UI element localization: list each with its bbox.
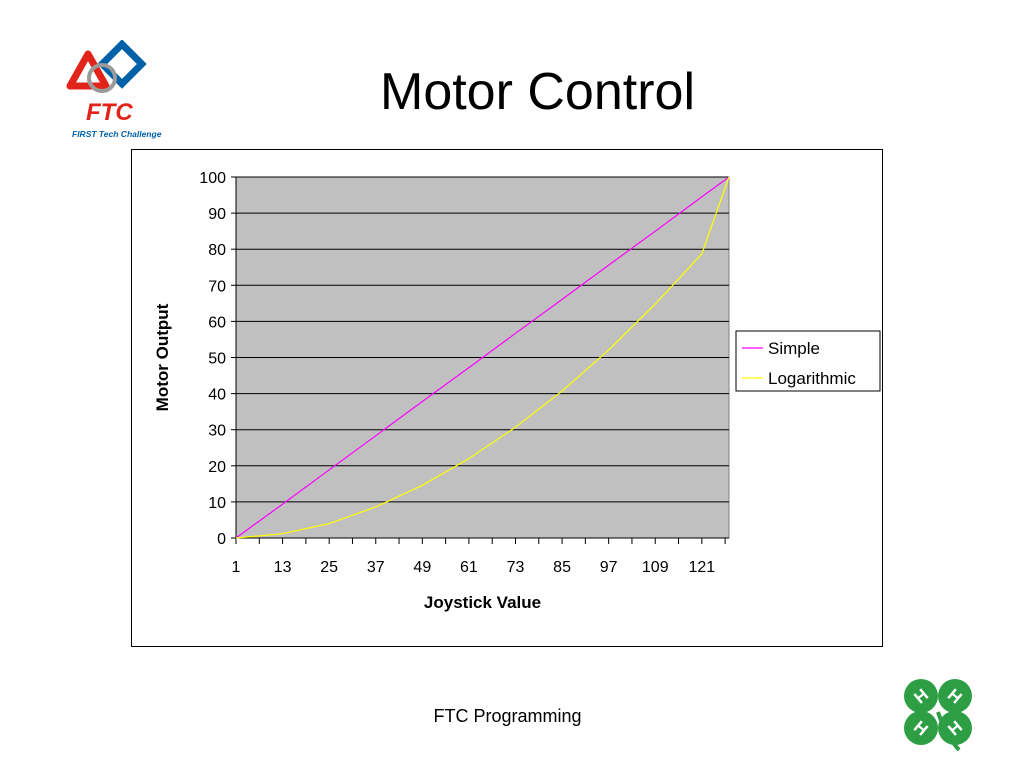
x-tick-label: 13	[274, 559, 292, 576]
x-axis-title: Joystick Value	[424, 593, 541, 612]
y-tick-label: 100	[199, 170, 226, 187]
y-tick-label: 70	[208, 278, 226, 295]
y-tick-label: 30	[208, 423, 226, 440]
logo-subtext: FIRST Tech Challenge	[72, 129, 162, 139]
x-tick-label: 73	[507, 559, 525, 576]
logo-square	[97, 40, 147, 89]
legend-box	[735, 330, 881, 392]
y-tick-label: 0	[217, 531, 226, 548]
x-tick-label: 121	[688, 559, 715, 576]
x-tick-label: 49	[413, 559, 431, 576]
logo-triangle	[66, 50, 110, 90]
series-line-logarithmic	[235, 176, 730, 539]
chart-frame: 0 10 20 30 40 50 60 70 80 90 100 1 13 25 37 49 61 73 85 97 1…	[131, 149, 883, 647]
series-line-simple	[235, 176, 730, 539]
y-tick-label: 60	[208, 314, 226, 331]
four-h-clover-logo: H H H H	[904, 679, 972, 752]
x-tick-label: 109	[642, 559, 669, 576]
x-tick-label: 25	[320, 559, 338, 576]
x-tick-label: 37	[367, 559, 385, 576]
y-tick-label: 20	[208, 459, 226, 476]
logo-circle	[87, 63, 117, 93]
legend-label-logarithmic: Logarithmic	[768, 369, 856, 388]
x-tick-label: 85	[553, 559, 571, 576]
ftc-logo: FTC FIRST Tech Challenge	[66, 40, 162, 139]
clover-leaves	[904, 679, 972, 752]
x-tick-label: 61	[460, 559, 478, 576]
legend-label-simple: Simple	[768, 339, 820, 358]
y-tick-label: 90	[208, 206, 226, 223]
y-tick-label: 40	[208, 387, 226, 404]
chart: 0 10 20 30 40 50 60 70 80 90 100 1 13 25 37 49 61 73 85 97 1…	[153, 170, 881, 612]
slide-title: Motor Control	[380, 63, 695, 121]
x-tick-label: 97	[600, 559, 618, 576]
y-tick-label: 80	[208, 242, 226, 259]
logo-text: FTC	[86, 99, 133, 126]
y-tick-label: 50	[208, 351, 226, 368]
y-axis-title: Motor Output	[153, 303, 172, 411]
footer-text: FTC Programming	[433, 706, 582, 726]
y-tick-label: 10	[208, 495, 226, 512]
x-tick-label: 1	[232, 559, 241, 576]
